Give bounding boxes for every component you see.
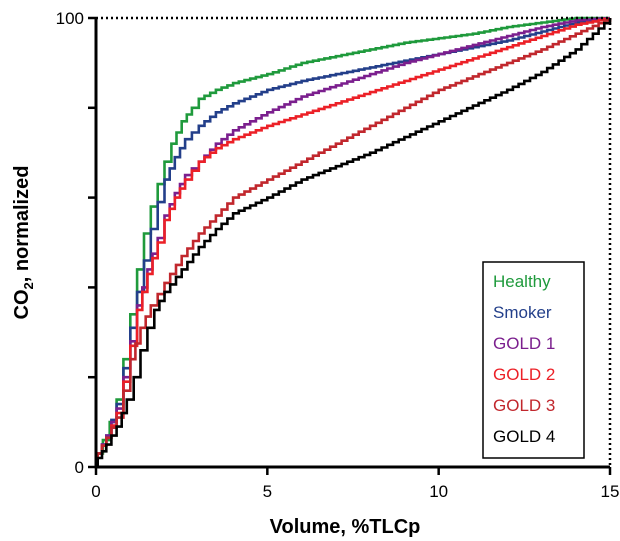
x-tick-label: 10 (429, 482, 448, 501)
y-ticks: 0 100 (56, 9, 96, 477)
y-axis-title: CO2, normalized (11, 166, 36, 320)
y-tick-label: 100 (56, 9, 84, 28)
y-axis-title-main: CO (11, 289, 33, 319)
x-tick-label: 5 (263, 482, 272, 501)
legend-entry: GOLD 2 (493, 365, 555, 384)
legend-box (482, 261, 585, 459)
y-tick-label: 0 (75, 458, 84, 477)
series-line-healthy (96, 16, 610, 469)
legend: Healthy Smoker GOLD 1 GOLD 2 GOLD 3 GOLD 4 (482, 261, 585, 459)
legend-entry: Smoker (493, 303, 552, 322)
y-axis-title-subscript: 2 (21, 282, 36, 289)
legend-entry: Healthy (493, 272, 551, 291)
axes (94, 16, 612, 469)
x-axis-title: Volume, %TLCp (270, 516, 421, 538)
legend-entry: GOLD 4 (493, 427, 555, 446)
x-tick-label: 15 (601, 482, 620, 501)
series-lines (96, 16, 612, 469)
legend-entry: GOLD 3 (493, 396, 555, 415)
series-line-gold-2 (96, 17, 612, 469)
legend-entry: GOLD 1 (493, 334, 555, 353)
x-tick-label: 0 (91, 482, 100, 501)
series-line-gold-4 (96, 18, 612, 469)
series-line-gold-3 (96, 18, 612, 469)
series-line-smoker (96, 17, 612, 469)
y-axis-title-suffix: , normalized (11, 166, 33, 283)
series-line-gold-1 (96, 17, 612, 469)
x-ticks: 0 5 10 15 (91, 467, 619, 501)
